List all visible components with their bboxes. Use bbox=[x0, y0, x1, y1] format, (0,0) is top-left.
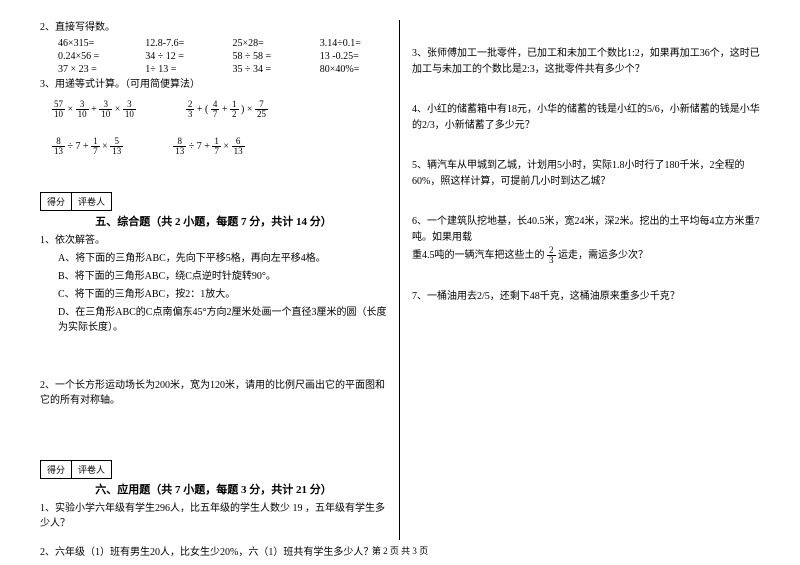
page-footer: 第 2 页 共 3 页 bbox=[0, 544, 800, 557]
s5-q1-list: A、将下面的三角形ABC，先向下平移5格，再向左平移4格。 B、将下面的三角形A… bbox=[40, 251, 387, 335]
grader-label: 评卷人 bbox=[72, 461, 111, 478]
calc-row: 46×315= 12.8-7.6= 25×28= 3.14÷0.1= bbox=[58, 38, 387, 49]
score-box-6: 得分 评卷人 bbox=[40, 460, 112, 479]
r-q5: 5、辆汽车从甲城到乙城，计划用5小时，实际1.8小时行了180千米，2全程的60… bbox=[412, 158, 760, 190]
score-box-5: 得分 评卷人 bbox=[40, 192, 112, 211]
expr-row-2: 813 ÷ 7 + 17 × 513 813 ÷ 7 + 17 × 613 bbox=[52, 137, 387, 156]
r-q6-a: 6、一个建筑队挖地基，长40.5米，宽24米，深2米。挖出的土平均每4立方米重7… bbox=[412, 216, 760, 243]
s5-q1-c: C、将下面的三角形ABC，按2：1放大。 bbox=[58, 287, 387, 302]
r-q6-b-pre: 重4.5吨的一辆汽车把这些土的 bbox=[412, 250, 547, 261]
q3-title: 3、用递等式计算。（可用简便算法） bbox=[40, 77, 387, 92]
section-6-title: 六、应用题（共 7 小题，每题 3 分，共计 21 分） bbox=[40, 481, 387, 497]
calc-block: 46×315= 12.8-7.6= 25×28= 3.14÷0.1= 0.24×… bbox=[40, 38, 387, 75]
r-q6-frac: 23 bbox=[547, 246, 556, 265]
score-label: 得分 bbox=[41, 461, 72, 478]
calc-row: 0.24×56 = 34 ÷ 12 = 58 ÷ 58 = 13 -0.25= bbox=[58, 51, 387, 62]
s5-q1-d: D、在三角形ABC的C点南偏东45°方向2厘米处画一个直径3厘米的圆（长度为实际… bbox=[58, 305, 387, 335]
calc-cell: 12.8-7.6= bbox=[145, 38, 212, 49]
s6-q1: 1、实验小学六年级有学生296人，比五年级的学生人数少 19 ，五年级有学生多少… bbox=[40, 501, 387, 531]
s5-q1-a: A、将下面的三角形ABC，先向下平移5格，再向左平移4格。 bbox=[58, 251, 387, 266]
r-q7: 7、一桶油用去2/5，还剩下48千克，这桶油原来重多少千克？ bbox=[412, 289, 760, 305]
calc-cell: 3.14÷0.1= bbox=[320, 38, 387, 49]
r-q4: 4、小红的储蓄箱中有18元，小华的储蓄的钱是小红的5/6，小新储蓄的钱是小华的2… bbox=[412, 102, 760, 134]
calc-row: 37 × 23 = 1÷ 13 = 35 ÷ 34 = 80×40%= bbox=[58, 64, 387, 75]
calc-cell: 34 ÷ 12 = bbox=[145, 51, 212, 62]
calc-cell: 35 ÷ 34 = bbox=[233, 64, 300, 75]
grader-label: 评卷人 bbox=[72, 193, 111, 210]
calc-cell: 58 ÷ 58 = bbox=[233, 51, 300, 62]
r-q6: 6、一个建筑队挖地基，长40.5米，宽24米，深2米。挖出的土平均每4立方米重7… bbox=[412, 214, 760, 265]
expr-4: 813 ÷ 7 + 17 × 613 bbox=[173, 137, 244, 156]
calc-cell: 13 -0.25= bbox=[320, 51, 387, 62]
left-column: 2、直接写得数。 46×315= 12.8-7.6= 25×28= 3.14÷0… bbox=[40, 20, 400, 540]
score-label: 得分 bbox=[41, 193, 72, 210]
section-5-title: 五、综合题（共 2 小题，每题 7 分，共计 14 分） bbox=[40, 213, 387, 229]
s5-q2: 2、一个长方形运动场长为200米，宽为120米，请用的比例尺画出它的平面图和它的… bbox=[40, 378, 387, 408]
calc-cell: 25×28= bbox=[233, 38, 300, 49]
page-container: 2、直接写得数。 46×315= 12.8-7.6= 25×28= 3.14÷0… bbox=[40, 20, 760, 540]
s5-q1-b: B、将下面的三角形ABC，绕C点逆时针旋转90°。 bbox=[58, 269, 387, 284]
expr-row-1: 5710 × 310 + 310 × 310 23 + ( 47 + 12 ) … bbox=[52, 100, 387, 119]
expr-3: 813 ÷ 7 + 17 × 513 bbox=[52, 137, 123, 156]
calc-cell: 0.24×56 = bbox=[58, 51, 125, 62]
expr-1: 5710 × 310 + 310 × 310 bbox=[52, 100, 136, 119]
right-column: 3、张师傅加工一批零件，已加工和未加工个数比1:2，如果再加工36个，这时已加工… bbox=[400, 20, 760, 540]
calc-cell: 1÷ 13 = bbox=[145, 64, 212, 75]
calc-cell: 46×315= bbox=[58, 38, 125, 49]
r-q6-b-post: 运走，需运多少次？ bbox=[558, 250, 648, 261]
expr-2: 23 + ( 47 + 12 ) × 725 bbox=[186, 100, 268, 119]
calc-cell: 80×40%= bbox=[320, 64, 387, 75]
r-q3: 3、张师傅加工一批零件，已加工和未加工个数比1:2，如果再加工36个，这时已加工… bbox=[412, 46, 760, 78]
s5-q1: 1、依次解答。 bbox=[40, 233, 387, 248]
calc-cell: 37 × 23 = bbox=[58, 64, 125, 75]
q2-title: 2、直接写得数。 bbox=[40, 20, 387, 35]
